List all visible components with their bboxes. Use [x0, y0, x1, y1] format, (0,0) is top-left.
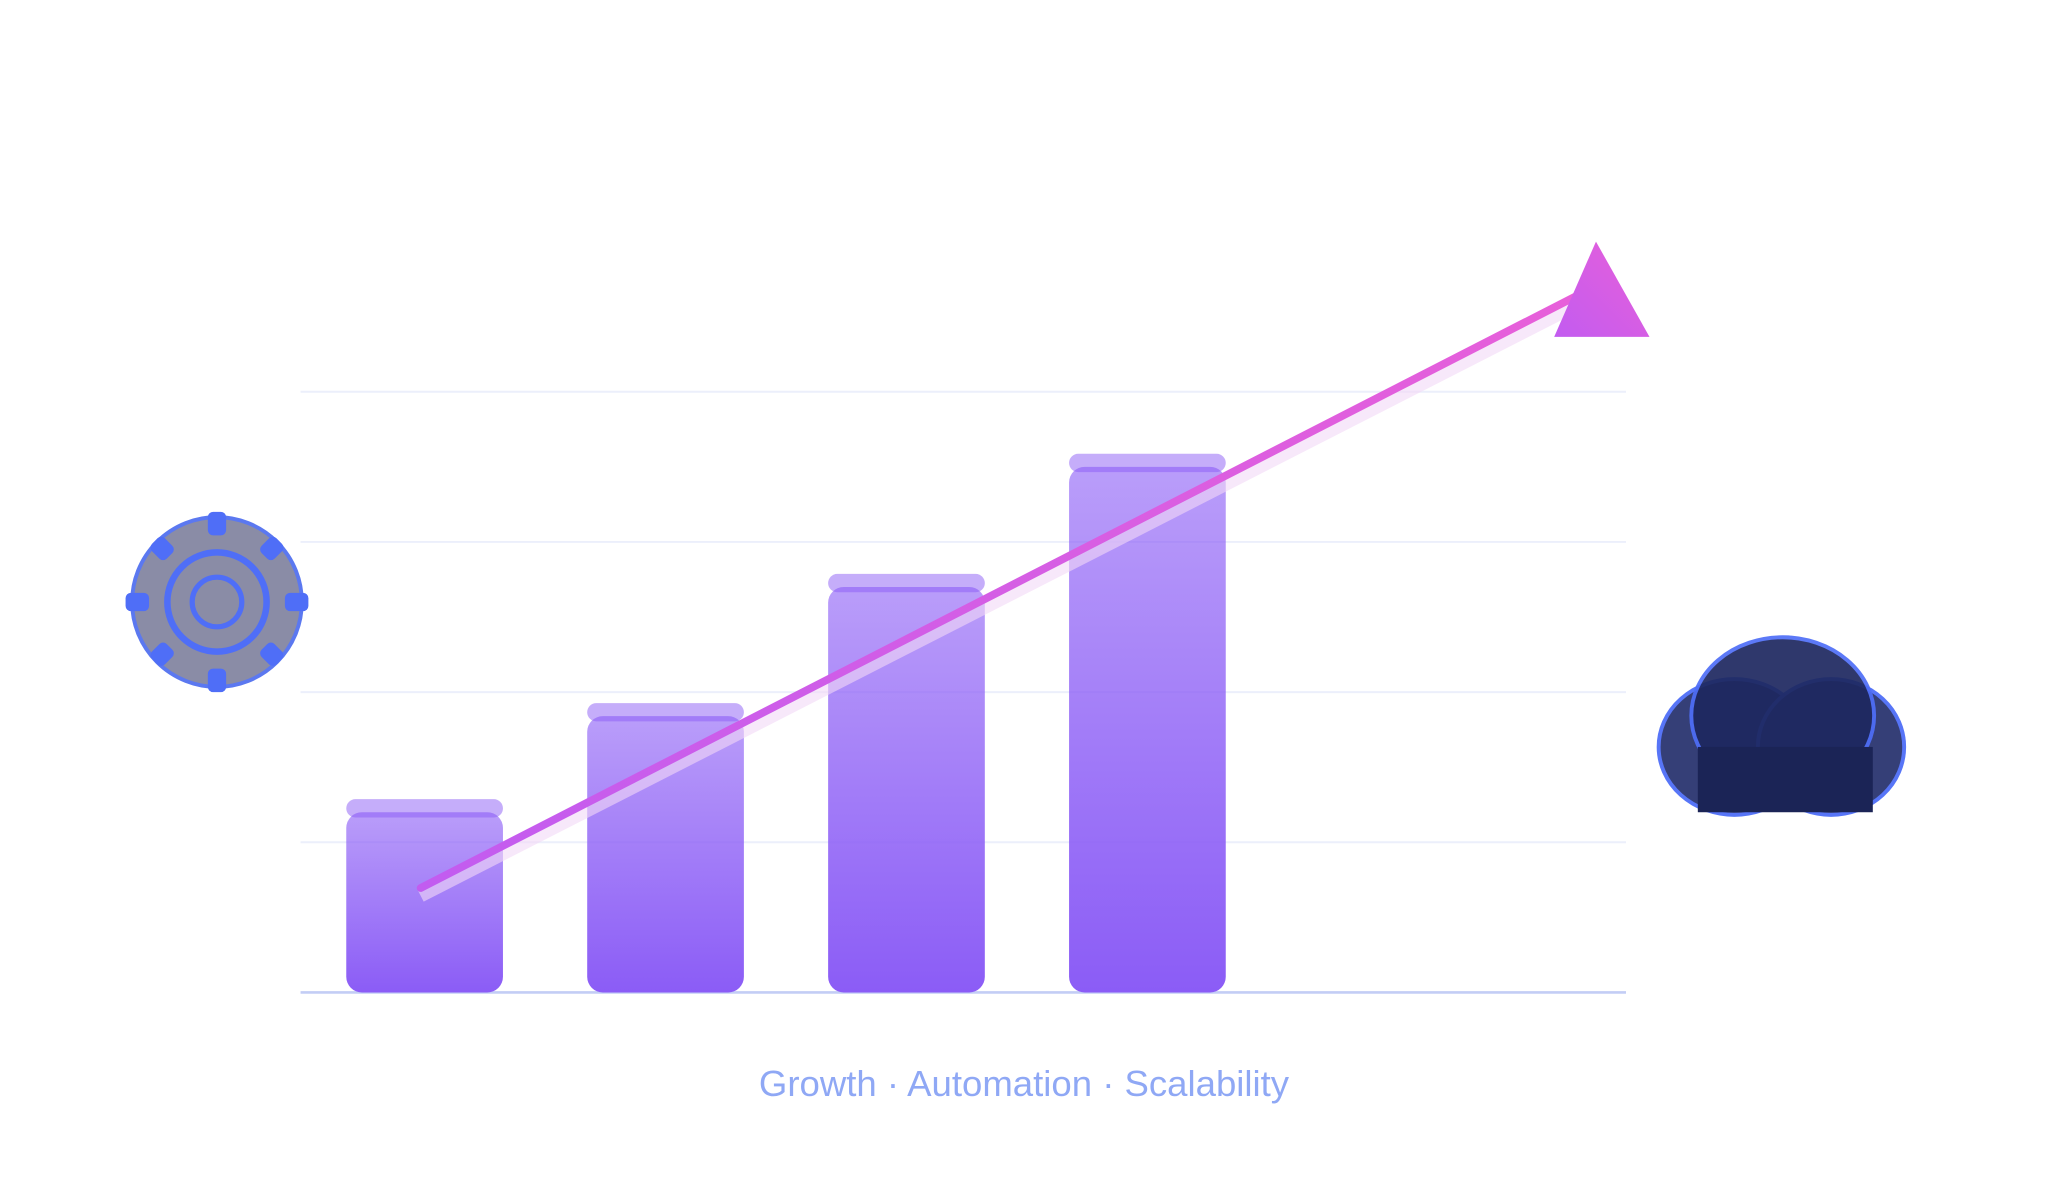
chart-title: Growth · Automation · Scalability [759, 1063, 1290, 1104]
bar [587, 716, 744, 993]
bar [1069, 466, 1226, 993]
trend-arrow [416, 241, 1650, 902]
cloud-icon [1656, 635, 1907, 817]
bar [346, 812, 503, 993]
bar [828, 586, 985, 993]
gear-icon [125, 511, 309, 693]
